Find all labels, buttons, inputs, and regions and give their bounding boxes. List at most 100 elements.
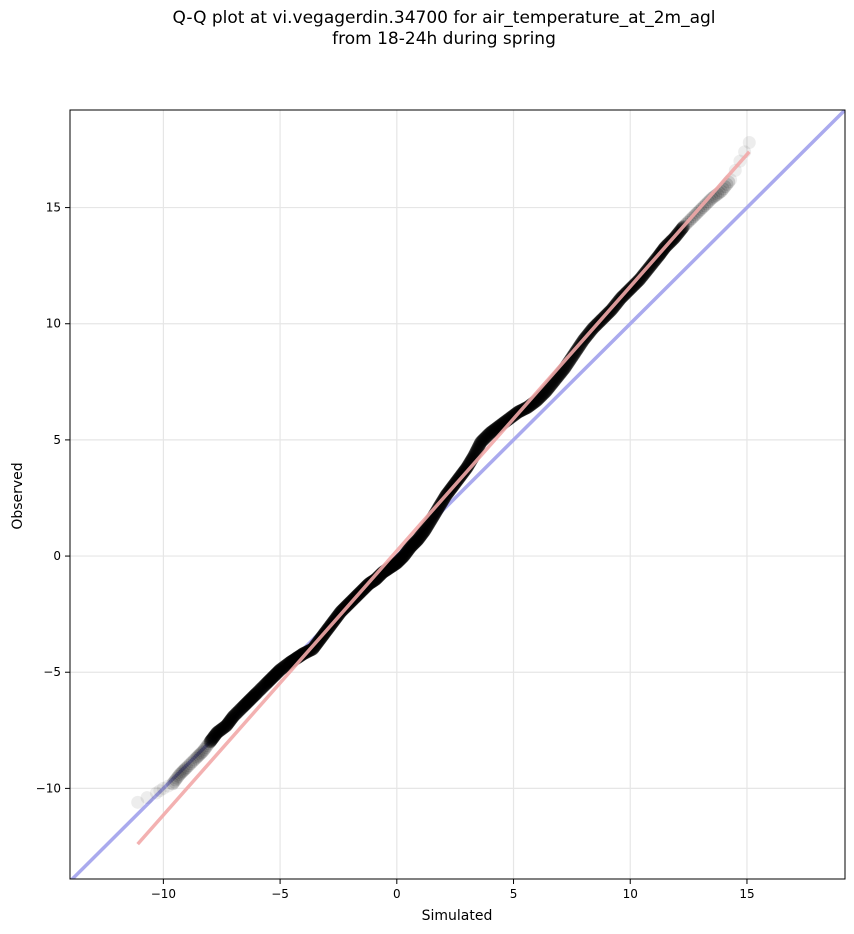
- quantile-point: [413, 530, 427, 544]
- quantile-point: [470, 442, 484, 456]
- chart-title-line-1: Q-Q plot at vi.vegagerdin.34700 for air_…: [172, 8, 716, 28]
- quantile-point: [456, 465, 470, 479]
- quantile-point: [216, 721, 230, 735]
- quantile-point: [408, 535, 422, 549]
- quantile-point: [434, 497, 448, 511]
- quantile-point: [479, 431, 493, 445]
- quantile-point: [406, 537, 420, 551]
- quantile-point: [270, 666, 284, 680]
- quantile-point: [190, 750, 204, 764]
- quantile-point: [197, 742, 211, 756]
- quantile-point: [232, 704, 246, 718]
- quantile-point: [167, 775, 181, 789]
- quantile-point: [178, 762, 192, 776]
- quantile-point: [210, 726, 224, 740]
- quantile-point: [199, 741, 213, 755]
- quantile-point: [166, 777, 180, 791]
- quantile-point: [255, 681, 269, 695]
- quantile-point: [397, 549, 411, 563]
- x-tick-label: 10: [623, 887, 638, 901]
- quantile-point: [568, 346, 582, 360]
- quantile-point: [279, 659, 293, 673]
- quantile-point: [475, 434, 489, 448]
- quantile-point: [294, 648, 308, 662]
- quantile-point: [269, 667, 283, 681]
- quantile-point: [402, 542, 416, 556]
- quantile-point: [633, 273, 647, 287]
- quantile-point: [386, 558, 400, 572]
- quantile-point: [477, 432, 491, 446]
- quantile-point: [183, 757, 197, 771]
- quantile-point: [630, 275, 644, 289]
- quantile-point: [701, 195, 715, 209]
- quantile-point: [433, 498, 447, 512]
- quantile-point: [208, 728, 222, 742]
- quantile-point: [241, 695, 255, 709]
- quantile-point: [265, 671, 279, 685]
- quantile-point: [195, 746, 209, 760]
- quantile-point: [206, 731, 220, 745]
- quantile-point: [131, 795, 145, 809]
- quantile-point: [472, 439, 486, 453]
- y-tick-label: 10: [46, 317, 61, 331]
- quantile-point: [214, 723, 228, 737]
- quantile-point: [488, 422, 502, 436]
- quantile-point: [415, 527, 429, 541]
- quantile-point: [394, 551, 408, 565]
- quantile-point: [217, 720, 231, 734]
- quantile-point: [403, 541, 417, 555]
- quantile-point: [149, 786, 163, 800]
- quantile-point: [368, 573, 382, 587]
- y-tick-label: 5: [53, 433, 61, 447]
- quantile-point: [631, 274, 645, 288]
- quantile-point: [413, 530, 427, 544]
- quantile-point: [411, 532, 425, 546]
- quantile-point: [458, 463, 472, 477]
- quantile-point: [251, 685, 265, 699]
- quantile-point: [366, 574, 380, 588]
- quantile-point: [200, 739, 214, 753]
- quantile-point: [636, 269, 650, 283]
- quantile-point: [272, 664, 286, 678]
- quantile-point: [742, 136, 756, 150]
- y-tick-label: 0: [53, 549, 61, 563]
- quantile-point: [254, 681, 268, 695]
- reference-line-layer: [70, 110, 845, 879]
- quantile-point: [705, 191, 719, 205]
- quantile-point: [207, 730, 221, 744]
- one-to-one-line: [70, 110, 845, 879]
- quantile-point: [432, 499, 446, 513]
- quantile-point: [258, 678, 272, 692]
- quantile-point: [173, 767, 187, 781]
- quantile-point: [266, 670, 280, 684]
- quantile-point: [226, 709, 240, 723]
- quantile-point: [205, 733, 219, 747]
- quantile-point: [394, 552, 408, 566]
- quantile-point: [248, 688, 262, 702]
- quantile-point: [504, 410, 518, 424]
- quantile-point: [403, 541, 417, 555]
- quantile-point: [474, 435, 488, 449]
- quantile-point: [458, 464, 472, 478]
- quantile-point: [234, 702, 248, 716]
- quantile-point: [279, 658, 293, 672]
- quantile-point: [153, 784, 167, 798]
- quantile-point: [478, 431, 492, 445]
- quantile-point: [218, 720, 232, 734]
- quantile-point: [484, 425, 498, 439]
- x-tick-label: −10: [151, 887, 176, 901]
- fit-line: [136, 150, 751, 846]
- quantile-point: [397, 548, 411, 562]
- quantile-point: [235, 701, 249, 715]
- quantile-point: [487, 423, 501, 437]
- quantile-point: [216, 722, 230, 736]
- quantile-point: [270, 666, 284, 680]
- quantile-point: [205, 732, 219, 746]
- quantile-point: [273, 663, 287, 677]
- quantile-point: [417, 525, 431, 539]
- quantile-point: [220, 718, 234, 732]
- quantile-point: [209, 726, 223, 740]
- quantile-point: [405, 539, 419, 553]
- quantile-point: [392, 554, 406, 568]
